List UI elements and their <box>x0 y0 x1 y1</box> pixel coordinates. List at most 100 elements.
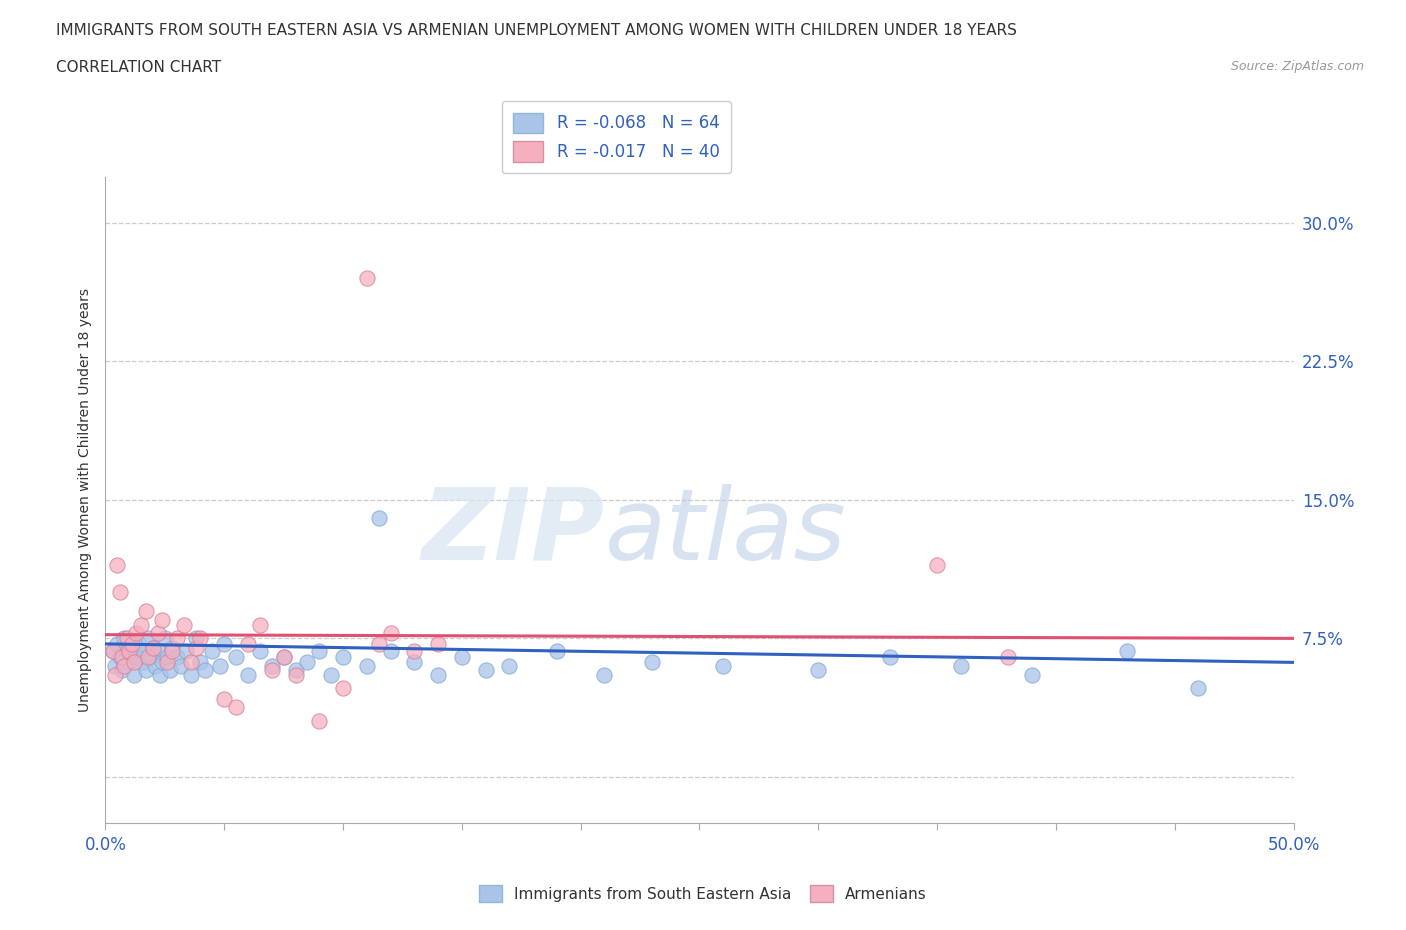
Point <box>142 640 165 655</box>
Point <box>135 604 157 618</box>
Point <box>356 658 378 673</box>
Y-axis label: Unemployment Among Women with Children Under 18 years: Unemployment Among Women with Children U… <box>79 288 93 711</box>
Point <box>546 644 568 658</box>
Point <box>122 668 145 683</box>
Point <box>111 662 134 677</box>
Point <box>156 649 179 664</box>
Text: IMMIGRANTS FROM SOUTH EASTERN ASIA VS ARMENIAN UNEMPLOYMENT AMONG WOMEN WITH CHI: IMMIGRANTS FROM SOUTH EASTERN ASIA VS AR… <box>56 23 1017 38</box>
Point <box>404 655 426 670</box>
Point <box>190 655 212 670</box>
Point <box>114 631 136 645</box>
Point <box>136 649 159 664</box>
Point <box>949 658 972 673</box>
Point <box>641 655 664 670</box>
Point <box>125 649 148 664</box>
Point <box>139 649 162 664</box>
Point <box>308 644 330 658</box>
Point <box>101 644 124 658</box>
Point <box>105 636 128 651</box>
Point <box>284 662 307 677</box>
Text: atlas: atlas <box>605 484 846 580</box>
Point <box>180 668 202 683</box>
Point <box>332 681 354 696</box>
Point <box>593 668 616 683</box>
Point <box>807 662 830 677</box>
Point <box>997 649 1019 664</box>
Point <box>149 668 172 683</box>
Point <box>115 644 138 658</box>
Point <box>474 662 496 677</box>
Point <box>170 658 193 673</box>
Point <box>427 668 450 683</box>
Point <box>380 644 402 658</box>
Point <box>121 636 143 651</box>
Point <box>356 271 378 286</box>
Point <box>711 658 734 673</box>
Point <box>152 655 174 670</box>
Point <box>135 662 157 677</box>
Point <box>190 631 212 645</box>
Point <box>194 662 217 677</box>
Point <box>128 636 150 651</box>
Point <box>297 655 319 670</box>
Point <box>367 636 389 651</box>
Point <box>260 658 283 673</box>
Point <box>143 658 166 673</box>
Point <box>273 649 295 664</box>
Point <box>427 636 450 651</box>
Point <box>101 644 124 658</box>
Point <box>129 644 152 658</box>
Point <box>173 618 195 633</box>
Point <box>249 644 271 658</box>
Point <box>160 644 183 658</box>
Point <box>184 640 207 655</box>
Point <box>111 649 134 664</box>
Text: Source: ZipAtlas.com: Source: ZipAtlas.com <box>1230 60 1364 73</box>
Point <box>118 644 141 658</box>
Point <box>152 613 174 628</box>
Point <box>159 662 181 677</box>
Point <box>284 668 307 683</box>
Point <box>367 511 389 525</box>
Point <box>208 658 231 673</box>
Point <box>380 625 402 640</box>
Point <box>260 662 283 677</box>
Point <box>115 631 138 645</box>
Point <box>118 655 141 670</box>
Point <box>201 644 224 658</box>
Point <box>273 649 295 664</box>
Point <box>225 699 247 714</box>
Point <box>114 658 136 673</box>
Point <box>166 631 188 645</box>
Point <box>308 714 330 729</box>
Point <box>174 644 197 658</box>
Point <box>125 625 148 640</box>
Point <box>108 649 131 664</box>
Point <box>450 649 472 664</box>
Point <box>136 631 159 645</box>
Point <box>121 640 143 655</box>
Point <box>156 655 179 670</box>
Point <box>105 557 128 572</box>
Text: ZIP: ZIP <box>422 484 605 580</box>
Point <box>108 585 131 600</box>
Point <box>498 658 520 673</box>
Point <box>1187 681 1209 696</box>
Point <box>321 668 343 683</box>
Point <box>129 618 152 633</box>
Legend: R = -0.068   N = 64, R = -0.017   N = 40: R = -0.068 N = 64, R = -0.017 N = 40 <box>502 101 731 173</box>
Point <box>1116 644 1139 658</box>
Point <box>214 692 236 707</box>
Point <box>1021 668 1043 683</box>
Point <box>236 668 259 683</box>
Point <box>184 631 207 645</box>
Point <box>142 640 165 655</box>
Point <box>249 618 271 633</box>
Point <box>122 655 145 670</box>
Point <box>146 644 169 658</box>
Point <box>166 649 188 664</box>
Point <box>925 557 948 572</box>
Point <box>153 631 176 645</box>
Point <box>879 649 901 664</box>
Point <box>332 649 354 664</box>
